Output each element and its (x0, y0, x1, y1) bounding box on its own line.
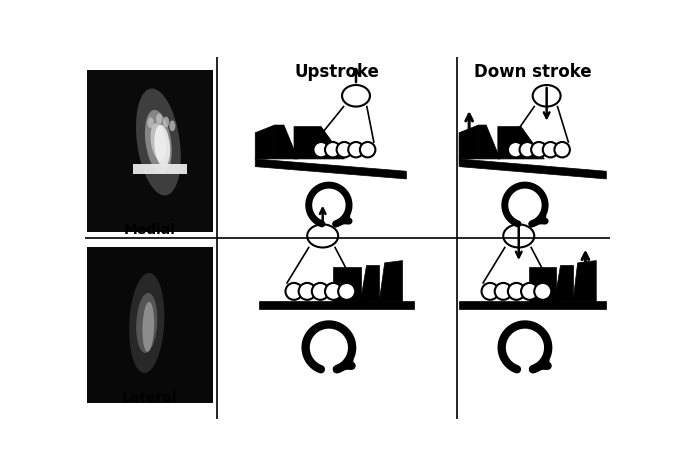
Circle shape (555, 142, 570, 157)
Circle shape (508, 142, 523, 157)
Circle shape (481, 283, 498, 300)
Circle shape (534, 283, 551, 300)
Circle shape (348, 142, 364, 157)
Polygon shape (459, 159, 606, 179)
Polygon shape (259, 301, 414, 309)
Circle shape (495, 283, 512, 300)
Polygon shape (255, 159, 406, 179)
Polygon shape (360, 265, 379, 301)
Ellipse shape (155, 125, 170, 167)
Ellipse shape (156, 114, 162, 124)
Polygon shape (333, 267, 361, 301)
Circle shape (543, 142, 558, 157)
Text: Medial: Medial (124, 223, 176, 237)
Ellipse shape (151, 123, 166, 161)
Ellipse shape (129, 273, 164, 373)
Circle shape (298, 283, 316, 300)
Ellipse shape (136, 89, 181, 195)
Circle shape (285, 283, 302, 300)
Polygon shape (479, 125, 500, 159)
Text: Upstroke: Upstroke (294, 64, 379, 81)
Circle shape (336, 142, 352, 157)
Polygon shape (459, 125, 479, 159)
Polygon shape (379, 260, 403, 301)
Circle shape (325, 142, 340, 157)
Bar (87, 70, 214, 232)
Polygon shape (555, 265, 573, 301)
Ellipse shape (503, 224, 534, 247)
Circle shape (521, 283, 538, 300)
Circle shape (508, 283, 525, 300)
Ellipse shape (145, 110, 172, 174)
Ellipse shape (142, 302, 154, 352)
Circle shape (531, 142, 546, 157)
Circle shape (360, 142, 376, 157)
Polygon shape (573, 260, 596, 301)
Polygon shape (459, 301, 606, 309)
Circle shape (519, 142, 535, 157)
Polygon shape (275, 125, 298, 159)
Polygon shape (529, 267, 556, 301)
Polygon shape (294, 127, 344, 159)
Ellipse shape (148, 117, 154, 128)
Bar (133, 163, 187, 174)
Ellipse shape (342, 85, 370, 106)
Ellipse shape (136, 293, 157, 353)
Circle shape (338, 283, 355, 300)
Polygon shape (255, 125, 275, 159)
Ellipse shape (307, 224, 338, 247)
Circle shape (325, 283, 342, 300)
Polygon shape (498, 127, 544, 159)
Ellipse shape (170, 121, 176, 131)
Bar (87, 247, 214, 403)
Circle shape (313, 142, 329, 157)
Text: Lateral: Lateral (122, 390, 178, 405)
Ellipse shape (163, 117, 170, 127)
Circle shape (312, 283, 329, 300)
Ellipse shape (533, 85, 561, 106)
Text: Down stroke: Down stroke (474, 64, 591, 81)
